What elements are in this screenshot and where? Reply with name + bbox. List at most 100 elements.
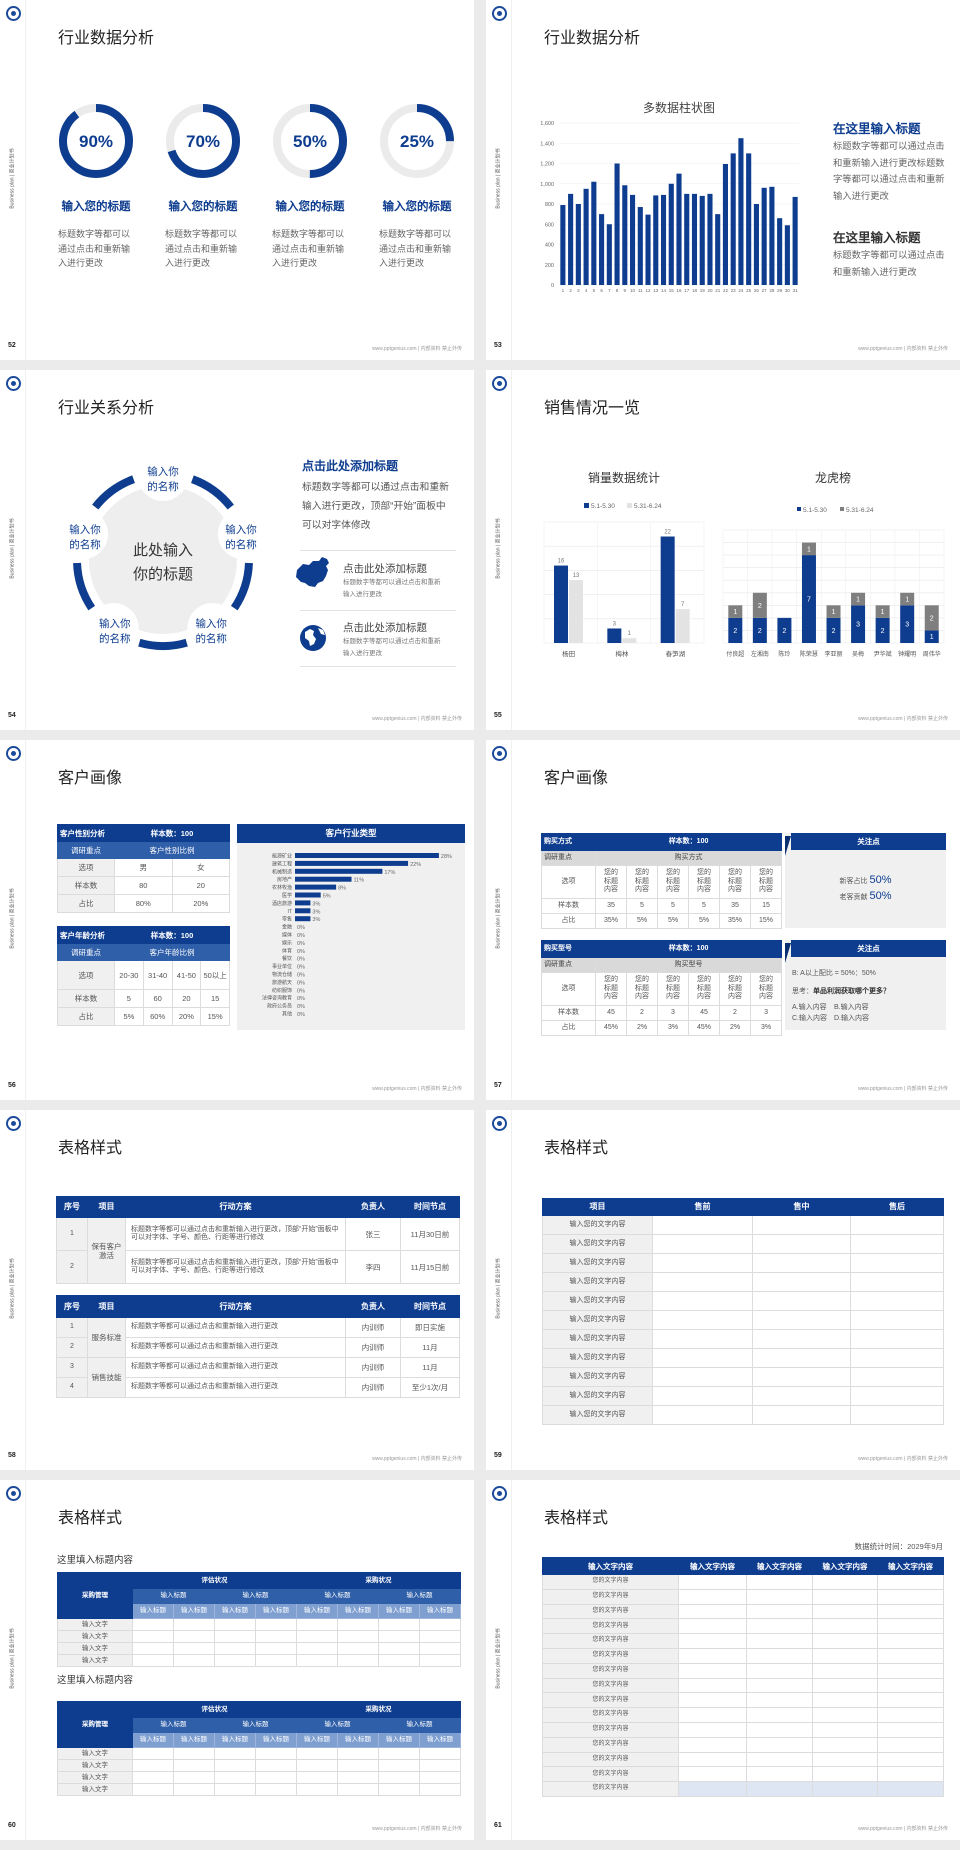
table-cell: 您的标题内容 — [749, 865, 783, 899]
table-cell — [877, 1603, 944, 1620]
ring-body: 标题数字等都可以通过点击和重新输入进行更改 — [58, 229, 131, 268]
table-column-header: 输入标题 — [173, 1732, 215, 1748]
table-row: 输入您的文字内容 — [542, 1291, 944, 1311]
action-plan-table-2: 序号 项目 行动方案 负责人 时间节点 1 服务标准 标题数字等都可以通过点击和重新输入进行更… — [56, 1295, 460, 1398]
x-tick-label: 15 — [669, 288, 675, 293]
table-row: 占比 80% 20% — [57, 894, 231, 913]
table-cell — [214, 1783, 256, 1796]
table-header-cell: 售前 — [652, 1198, 753, 1216]
table-cell — [812, 1633, 878, 1649]
table-cell — [255, 1642, 297, 1655]
table-cell: 您的文字内容 — [542, 1574, 679, 1590]
x-tick-label: 4 — [585, 288, 588, 293]
data-label: 28% — [441, 854, 452, 860]
table-subheader-cell: 输入标题 — [378, 1588, 461, 1604]
table-column-header: 输入标题 — [173, 1603, 215, 1619]
x-tick-label: 29 — [777, 288, 783, 293]
ring-heading: 输入您的标题 — [61, 201, 131, 213]
slide-54: Business plan | 商业计划书 54 www.pptgenius.com… — [0, 370, 474, 730]
table-header-cell: 行动方案 — [125, 1196, 346, 1218]
table-row: 选项 您的标题内容 您的标题内容 您的标题内容 您的标题内容 您的标题内容 您的标题内容 — [541, 865, 783, 899]
data-label: 3% — [312, 901, 320, 907]
ring-progress — [273, 104, 347, 178]
table-row: 您的文字内容 — [542, 1588, 944, 1605]
table-cell: 3 — [657, 1005, 689, 1021]
table-cell — [752, 1253, 851, 1273]
table-row: 1 服务标准 标题数字等都可以通过点击和重新输入进行更改 内训师 即日实施 — [56, 1317, 460, 1358]
bar — [753, 204, 759, 285]
table-cell — [678, 1707, 747, 1723]
x-tick-label: 16 — [676, 288, 682, 293]
bar — [606, 224, 612, 285]
table-cell: 输入文字 — [57, 1630, 133, 1643]
data-label: 3 — [613, 621, 617, 627]
data-label: 1 — [881, 609, 885, 616]
table-cell — [378, 1759, 420, 1772]
page-number: 57 — [494, 1082, 502, 1089]
table-cell — [678, 1766, 747, 1783]
table-column-header: 输入标题 — [337, 1732, 379, 1748]
table-row: 客户年龄分析 样本数：100 — [57, 926, 231, 944]
table-cell — [746, 1766, 813, 1783]
table-cell — [812, 1662, 878, 1679]
table-cell: 您的文字内容 — [542, 1692, 679, 1709]
table-header-cell: 样本数：100 — [594, 833, 783, 851]
table-cell: 您的文字内容 — [542, 1766, 679, 1783]
table-cell — [214, 1771, 256, 1784]
page-number: 58 — [8, 1452, 16, 1459]
table-cell — [812, 1677, 878, 1694]
data-label: 1 — [807, 546, 811, 553]
table-cell: 您的文字内容 — [542, 1662, 679, 1679]
x-tick-label: 30 — [785, 288, 791, 293]
ring-body: 标题数字等都可以通过点击和重新输入进行更改 — [379, 229, 452, 268]
table-column-header: 输入标题 — [378, 1603, 420, 1619]
node-bubble — [217, 509, 268, 560]
bar — [738, 138, 744, 285]
x-tick-label: 陈玲 — [778, 650, 790, 658]
table-cell: 31-40 — [142, 960, 173, 990]
corner-triangle — [785, 836, 791, 856]
table-cell — [678, 1618, 747, 1635]
stacked-bar-segment — [801, 555, 816, 643]
bar — [295, 876, 352, 882]
bar — [607, 628, 622, 643]
x-tick-label: 1 — [562, 288, 565, 293]
data-label: 0% — [297, 965, 305, 971]
table-cell: 2 — [719, 1005, 751, 1021]
x-tick-label: 吴梅 — [852, 650, 864, 658]
table-cell — [877, 1618, 944, 1635]
table-cell — [877, 1647, 944, 1664]
slide-55: Business plan | 商业计划书 55 www.pptgenius.com… — [486, 370, 960, 730]
data-label: 13 — [573, 573, 580, 579]
legend-label: 5.1-5.30 — [803, 507, 827, 514]
table-cell — [296, 1618, 338, 1631]
table-header-cell: 行动方案 — [125, 1295, 346, 1318]
slide-title: 行业关系分析 — [58, 400, 155, 417]
table-cell: 占比 — [541, 1020, 596, 1036]
table-cell — [746, 1603, 813, 1620]
table-cell — [850, 1310, 944, 1330]
table-cell — [378, 1771, 420, 1784]
table-row: 输入您的文字内容 — [542, 1215, 944, 1235]
table-cell — [746, 1736, 813, 1753]
table-cell — [378, 1630, 420, 1643]
y-category-label: 其他 — [282, 1011, 292, 1018]
table-cell — [752, 1348, 851, 1368]
focus-stat-value: 50% — [869, 874, 892, 886]
legend-swatch — [627, 503, 632, 508]
x-tick-label: 2 — [569, 288, 572, 293]
table-cell: 35 — [719, 898, 751, 914]
table-cell: 1 — [56, 1217, 88, 1251]
table-cell — [850, 1253, 944, 1273]
data-label: 7 — [807, 597, 811, 604]
bar — [295, 908, 311, 914]
stat-time: 数据统计时间：2029年9月 — [854, 1542, 943, 1551]
bar — [554, 565, 568, 643]
data-label: 17% — [384, 870, 395, 876]
ring-heading: 输入您的标题 — [168, 201, 238, 213]
table-row: 输入文字 — [57, 1771, 461, 1784]
table-row: 您的文字内容 — [542, 1662, 944, 1679]
procurement-table: 采购管理 评估状况 采购状况 输入标题 输入标题 输入标题 输入标题 输入标题 输入标题 输入标题… — [57, 1701, 461, 1796]
table-row: 输入文字 — [57, 1783, 461, 1796]
